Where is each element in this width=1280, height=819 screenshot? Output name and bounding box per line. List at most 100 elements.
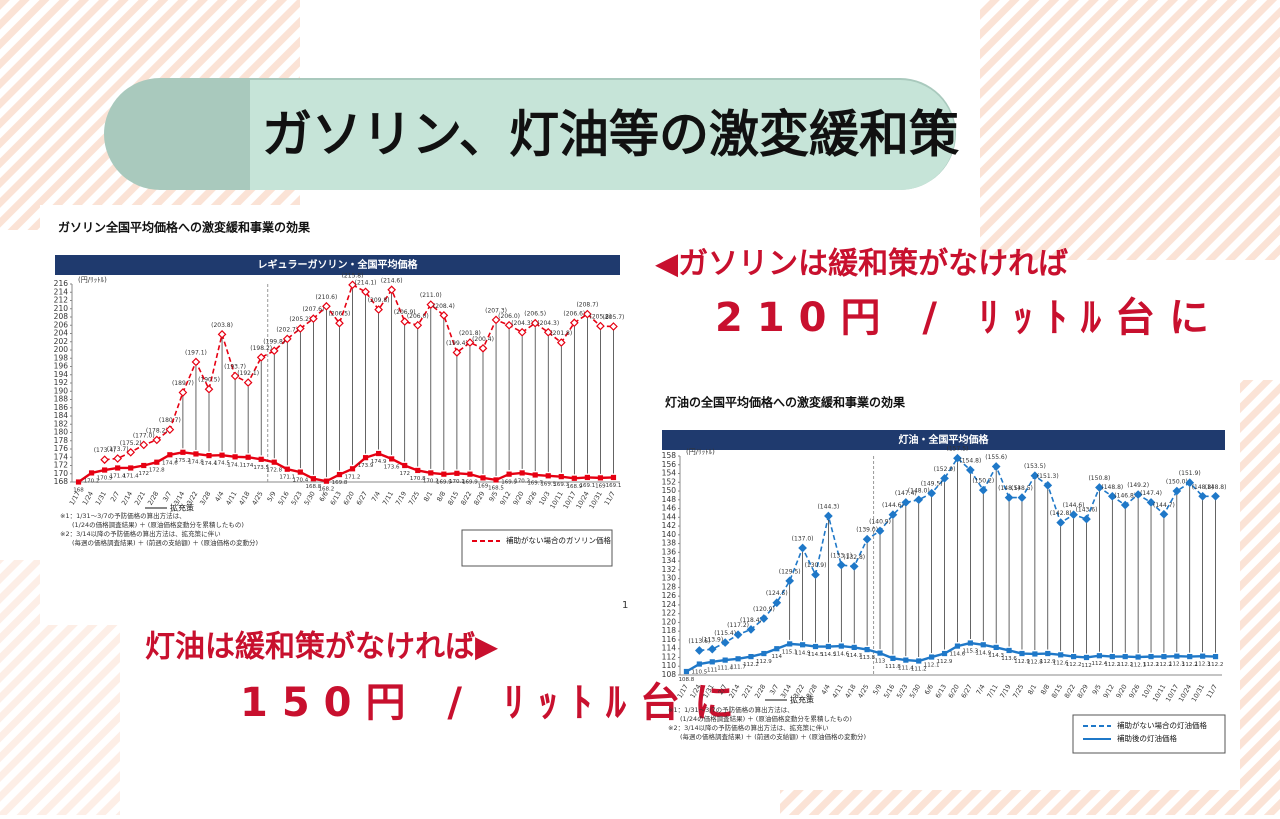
point xyxy=(428,470,434,476)
data-label: (144.7) xyxy=(1153,502,1175,509)
point xyxy=(402,462,408,469)
chart-header: レギュラーガソリン・全国平均価格 xyxy=(258,258,419,271)
point xyxy=(1056,518,1066,527)
point xyxy=(696,661,702,667)
note: (1/24の価格調査結果) ＋ (原油価格変動分を累積したもの) xyxy=(680,714,852,723)
point xyxy=(217,329,227,339)
data-label: (206.5) xyxy=(524,311,546,318)
point xyxy=(284,466,290,472)
page-number: 1 xyxy=(622,600,628,611)
data-label: (177.0) xyxy=(133,432,155,439)
data-label: 115.3 xyxy=(962,649,978,655)
data-label: 169.7 xyxy=(527,480,543,486)
data-label: 112.2 xyxy=(1208,662,1224,668)
legend-label: 補助後の灯油価格 xyxy=(1117,733,1177,743)
point xyxy=(180,449,186,455)
point xyxy=(530,318,540,328)
point xyxy=(310,476,316,482)
data-label: (149.5) xyxy=(921,481,943,488)
data-label: (151.9) xyxy=(1179,470,1201,477)
data-label: 171.4 xyxy=(123,473,139,479)
y-tick-label: 180 xyxy=(54,428,69,437)
y-tick-label: 170 xyxy=(54,469,69,478)
data-label: 170.2 xyxy=(514,478,530,484)
data-label: (202.7) xyxy=(276,326,298,333)
point xyxy=(506,471,512,477)
point xyxy=(761,650,767,657)
point xyxy=(609,322,618,331)
data-label: 168.5 xyxy=(488,485,504,491)
data-label: 114.6 xyxy=(950,652,966,658)
data-label: (144.3) xyxy=(817,504,839,511)
chart-title: 灯油の全国平均価格への激変緩和事業の効果 xyxy=(665,395,905,410)
y-tick-label: 136 xyxy=(662,547,677,556)
point xyxy=(102,467,108,473)
note: ※1：1/31～3/7の予防価格の算出方法は、 xyxy=(668,705,794,714)
point xyxy=(282,334,292,344)
point xyxy=(759,614,769,623)
y-tick-label: 134 xyxy=(662,556,677,565)
point xyxy=(206,453,212,459)
y-tick-label: 128 xyxy=(662,582,677,591)
point xyxy=(901,498,911,507)
point xyxy=(597,475,604,481)
point xyxy=(785,576,795,586)
data-label: (113.9) xyxy=(701,637,723,644)
point xyxy=(967,640,973,646)
point xyxy=(1185,478,1195,488)
point xyxy=(1161,654,1167,660)
data-label: 169.8 xyxy=(332,480,348,486)
callout-price: 150円 / ﾘｯﾄﾙ台に xyxy=(240,680,748,726)
point xyxy=(877,650,883,656)
point xyxy=(875,526,885,536)
annotation: 拡充策 xyxy=(790,695,814,705)
point xyxy=(836,560,846,570)
point xyxy=(1045,650,1051,657)
data-label: 111.2 xyxy=(911,666,927,672)
point xyxy=(1096,653,1103,659)
data-label: (207.3) xyxy=(485,307,507,314)
point xyxy=(467,471,473,477)
point xyxy=(230,371,240,381)
data-label: 112.3 xyxy=(1169,662,1185,668)
data-label: 171.2 xyxy=(345,474,361,480)
point xyxy=(1212,654,1219,660)
y-tick-label: 182 xyxy=(54,419,69,428)
point xyxy=(733,630,743,640)
data-label: 108.8 xyxy=(679,677,695,683)
data-label: 169.1 xyxy=(606,483,622,489)
y-tick-label: 210 xyxy=(54,304,69,313)
data-label: (203.8) xyxy=(211,322,233,329)
point xyxy=(1146,498,1156,507)
data-label: (150.8) xyxy=(1088,475,1110,482)
point xyxy=(75,479,82,485)
data-label: 170.9 xyxy=(97,476,113,482)
data-label: 169.3 xyxy=(553,482,569,488)
point xyxy=(954,643,961,649)
point xyxy=(993,644,999,651)
data-label: 172 xyxy=(399,471,410,477)
point xyxy=(707,644,717,654)
point xyxy=(167,452,173,458)
point xyxy=(491,315,501,325)
point xyxy=(1006,647,1012,654)
data-label: (204.3) xyxy=(511,320,533,327)
point xyxy=(811,570,820,580)
note: (毎週の価格調査結果) ＋ (前週の支給額) ＋ (原油価格の変動分) xyxy=(680,732,866,741)
data-label: 169.9 xyxy=(501,480,517,486)
y-tick-label: 204 xyxy=(54,329,69,338)
data-label: 114.6 xyxy=(833,652,849,658)
point xyxy=(1174,653,1180,659)
y-tick-label: 158 xyxy=(662,451,677,460)
point xyxy=(480,475,486,481)
data-label: 169.9 xyxy=(436,480,452,486)
point xyxy=(335,318,344,328)
data-label: (142.8) xyxy=(1050,510,1072,517)
point xyxy=(1030,471,1040,481)
data-label: 174.6 xyxy=(162,460,178,466)
data-label: 115.1 xyxy=(782,649,798,655)
point xyxy=(152,435,162,445)
data-label: 114.9 xyxy=(795,650,811,656)
point xyxy=(243,378,253,387)
callout-price: 210円 / ﾘｯﾄﾙ台に xyxy=(715,295,1223,341)
